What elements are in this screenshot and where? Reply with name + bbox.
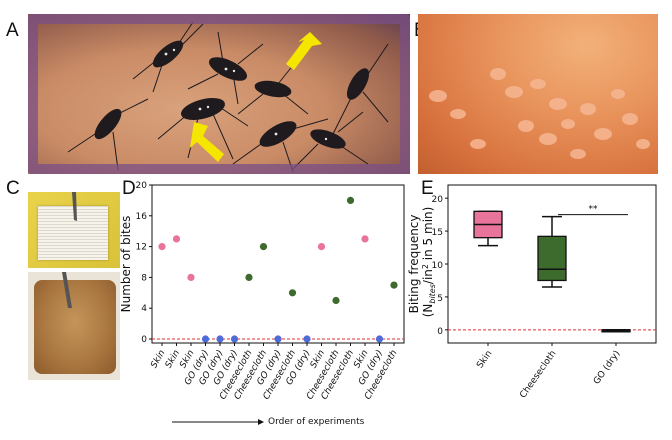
- panel-letter-a: A: [6, 20, 19, 41]
- d-y-tick-label: 8: [141, 273, 147, 283]
- chart-e-y-label-line2: (Nbites/in2 in 5 min): [421, 207, 437, 318]
- d-data-point: [201, 335, 210, 343]
- e-y-tick-label: 15: [432, 228, 443, 238]
- d-data-point: [158, 243, 166, 251]
- e-significance-label: **: [589, 205, 599, 215]
- go-film-sample: [34, 280, 116, 374]
- e-box: [473, 210, 503, 247]
- e-box-rect: [537, 235, 567, 282]
- d-data-point: [230, 335, 239, 343]
- tweezers-icon: [72, 192, 77, 221]
- chart-d-y-ticks: 0 4 8 12 16 20: [136, 181, 152, 345]
- d-data-point: [187, 273, 195, 281]
- e-box: [537, 215, 567, 288]
- chart-e-boxes: [473, 210, 631, 333]
- cheesecloth-photo: [28, 192, 120, 268]
- d-data-point: [375, 335, 384, 343]
- bite-rash-photo: [418, 14, 658, 174]
- d-data-point: [361, 235, 369, 243]
- order-of-experiments-label: Order of experiments: [268, 417, 365, 427]
- d-data-point: [259, 243, 268, 251]
- d-y-tick-label: 16: [136, 212, 148, 222]
- e-y-tick-label: 20: [432, 195, 444, 205]
- cheesecloth-sample: [38, 206, 108, 260]
- e-x-tick-label: GO (dry): [592, 349, 622, 386]
- bite-bumps-drawing: [429, 68, 650, 159]
- d-data-point: [245, 273, 253, 281]
- e-y-tick-label: 5: [437, 294, 443, 304]
- d-data-point: [317, 243, 326, 251]
- d-y-tick-label: 20: [136, 181, 148, 191]
- chart-e-y-ticks: 0 5 10 15 20: [432, 195, 448, 337]
- d-data-point: [346, 196, 355, 204]
- d-y-tick-label: 12: [136, 243, 147, 253]
- panel-letter-e: E: [421, 178, 434, 199]
- chart-e-significance: **: [558, 205, 628, 216]
- d-data-point: [216, 335, 224, 343]
- go-film-photo: [28, 272, 120, 380]
- mosquito-photo: [28, 14, 410, 174]
- chart-e-y-label-line1: Biting frequency: [407, 214, 421, 313]
- chart-e-x-ticks: Skin Cheesecloth GO (dry): [475, 343, 622, 400]
- chart-d-points: [158, 196, 398, 343]
- d-y-tick-label: 0: [141, 335, 147, 345]
- chart-e: 0 5 10 15 20 Skin Cheesecloth GO (dry) ** Biti…: [407, 184, 657, 400]
- yellow-arrow-icon: [190, 32, 322, 162]
- panel-letter-c: C: [6, 178, 20, 199]
- panel-letter-d: D: [122, 178, 136, 199]
- d-data-point: [288, 289, 297, 297]
- d-data-point: [390, 281, 398, 289]
- e-box: [601, 329, 631, 333]
- e-x-tick-label: Skin: [475, 349, 494, 370]
- d-y-tick-label: 4: [141, 304, 147, 314]
- tweezers-icon: [62, 272, 72, 308]
- d-data-point: [172, 235, 181, 243]
- d-data-point: [274, 335, 282, 343]
- photo-frame: [28, 14, 410, 174]
- e-y-tick-label: 10: [432, 261, 444, 271]
- chart-d-y-label: Number of bites: [119, 216, 133, 313]
- e-y-tick-label: 0: [437, 327, 443, 337]
- chart-d-frame: [151, 184, 405, 344]
- mosquito-drawing: [67, 21, 389, 173]
- arrow-head-icon: [258, 419, 264, 425]
- chart-e-y-label: Biting frequency (Nbites/in2 in 5 min): [407, 207, 437, 318]
- d-data-point: [303, 335, 311, 343]
- order-arrow: [172, 419, 264, 425]
- e-x-tick-label: Cheesecloth: [518, 349, 558, 400]
- d-data-point: [332, 296, 340, 305]
